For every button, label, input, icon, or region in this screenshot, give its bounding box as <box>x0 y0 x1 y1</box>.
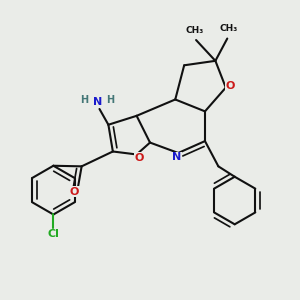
Text: Cl: Cl <box>47 230 59 239</box>
Text: CH₃: CH₃ <box>220 24 238 33</box>
Text: O: O <box>134 153 144 163</box>
Text: CH₃: CH₃ <box>185 26 204 35</box>
Text: N: N <box>93 98 103 107</box>
Text: O: O <box>70 187 79 196</box>
Text: O: O <box>226 81 235 91</box>
Text: N: N <box>172 152 182 162</box>
Text: H: H <box>80 95 89 105</box>
Text: H: H <box>106 95 114 105</box>
